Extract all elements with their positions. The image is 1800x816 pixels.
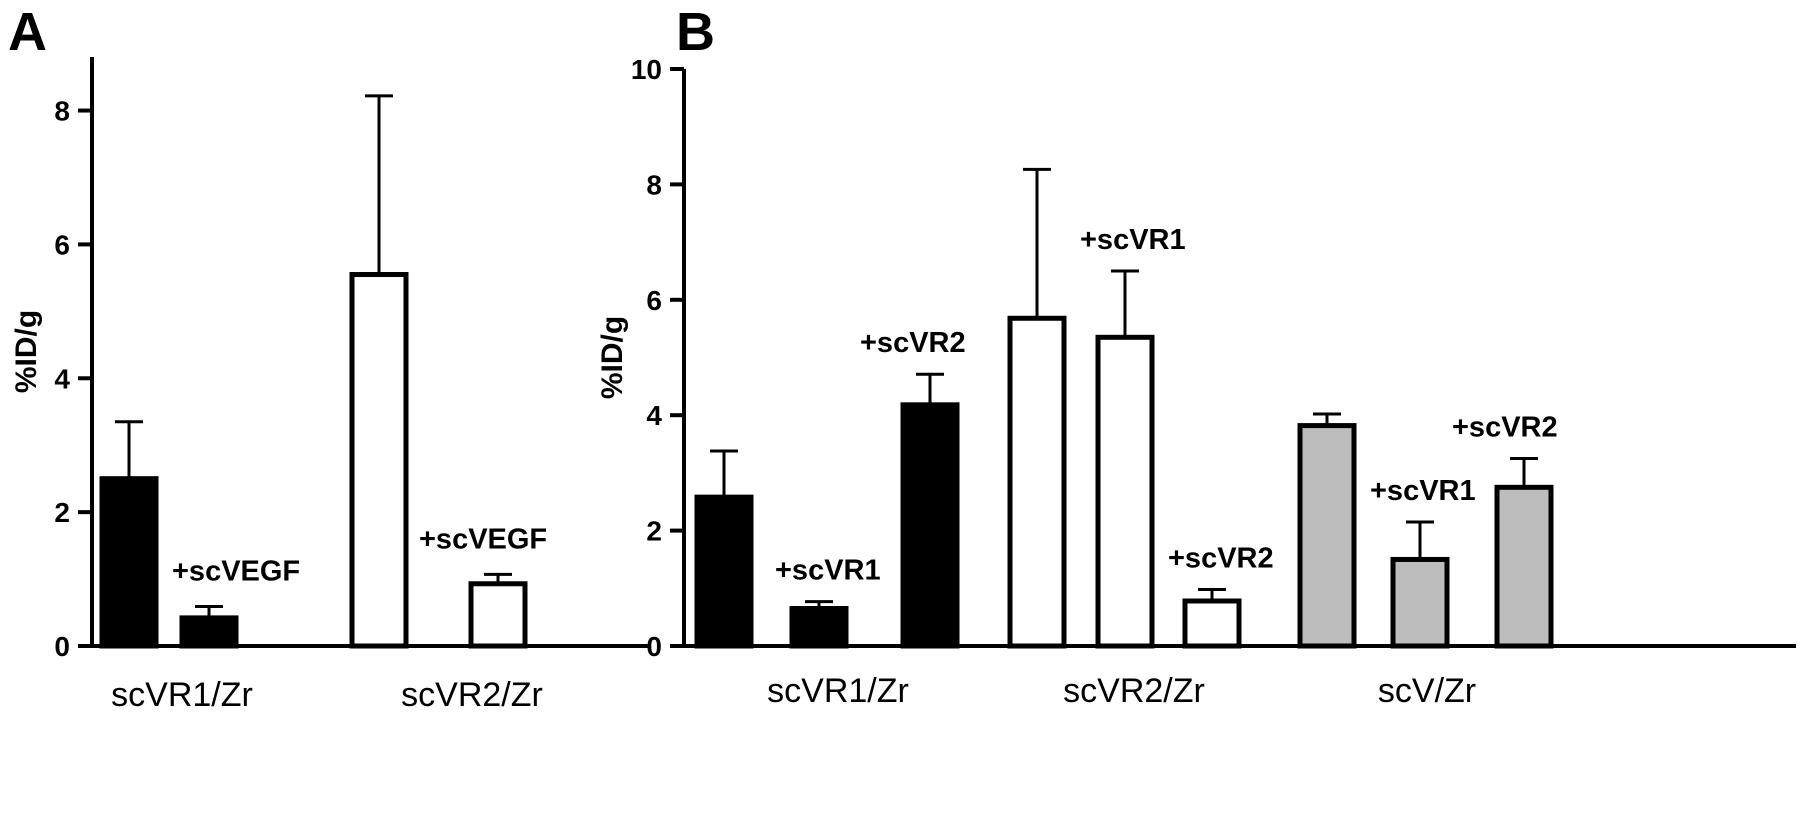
bar [179,615,239,649]
y-tick-label: 4 [646,400,662,431]
bar [1390,556,1450,649]
bar [99,476,159,649]
bar [900,402,960,649]
x-group-label: scV/Zr [1378,672,1476,710]
y-tick-label: 4 [54,363,70,394]
y-tick-label: 0 [646,631,662,662]
bar [1095,334,1155,649]
bar [349,272,409,649]
panel-label-b: B [676,2,715,62]
bar-annotation: +scVR1 [1080,224,1186,256]
y-axis-label: %ID/g [10,310,43,393]
panel-a-chart: 0 2 4 6 8 %ID/g +scVEGF +scVEGF scVR1/Zr scVR2/Zr [10,57,651,714]
x-group-label: scVR1/Zr [111,676,253,714]
bar-annotation: +scVR2 [860,327,966,359]
y-tick-label: 2 [646,516,662,547]
bar [694,494,754,649]
bar [1297,423,1357,649]
bar-annotation: +scVEGF [419,523,547,555]
x-group-label: scVR2/Zr [401,676,543,714]
bar [1007,315,1067,649]
x-group-label: scVR1/Zr [767,672,909,710]
bar-annotation: +scVR2 [1168,542,1274,574]
bar [789,605,849,649]
y-tick-label: 6 [646,285,662,316]
y-tick-label: 2 [54,497,70,528]
y-tick-label: 8 [54,96,70,127]
panel-b-chart: 0 2 4 6 8 10 %ID/g +scVR1 +scVR2 +scVR1 +scVR2 +scV… [596,54,1796,710]
bar-annotation: +scVR1 [1370,475,1476,507]
bar-annotation: +scVR2 [1452,411,1558,443]
y-tick-label: 6 [54,229,70,260]
y-tick-label: 0 [54,631,70,662]
y-axis-label: %ID/g [596,316,629,399]
bar [1494,484,1554,649]
bar-annotation: +scVR1 [775,555,881,587]
panel-label-a: A [8,2,47,62]
bar [1182,598,1242,649]
x-group-label: scVR2/Zr [1063,672,1205,710]
bar [468,581,528,649]
y-tick-label: 10 [631,54,662,85]
bar-annotation: +scVEGF [172,556,300,588]
y-tick-label: 8 [646,169,662,200]
